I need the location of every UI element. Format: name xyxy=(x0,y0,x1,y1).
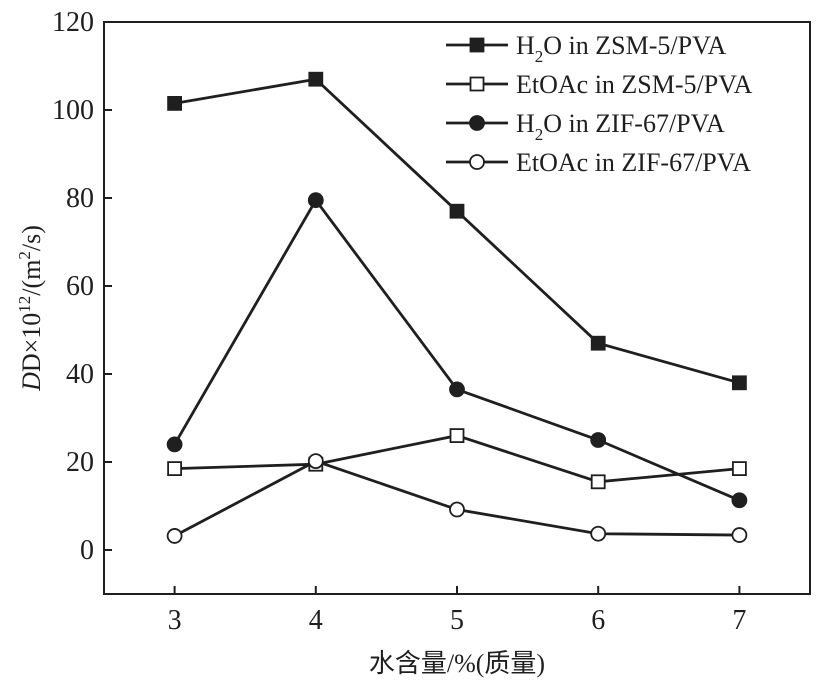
legend-label: EtOAc in ZIF-67/PVA xyxy=(516,148,751,177)
y-label-unit-prefix: /(m xyxy=(17,260,46,296)
x-tick-label: 4 xyxy=(309,605,323,636)
y-tick-label: 20 xyxy=(66,447,94,478)
data-point xyxy=(167,96,183,111)
legend-item: H2O in ZSM-5/PVA xyxy=(446,31,727,66)
data-point xyxy=(307,192,324,209)
data-point xyxy=(308,71,324,87)
data-point xyxy=(590,335,606,351)
data-point xyxy=(590,474,606,490)
series-layer xyxy=(166,71,748,544)
y-label-unit-exponent: 2 xyxy=(15,251,34,260)
data-point xyxy=(590,525,607,542)
legend-marker xyxy=(469,37,485,53)
data-point xyxy=(732,375,747,391)
y-label-unit-suffix: /s) xyxy=(17,225,46,251)
y-label-symbol: D xyxy=(17,372,46,392)
data-point xyxy=(731,492,748,509)
legend-item: EtOAc in ZSM-5/PVA xyxy=(446,70,753,99)
legend-marker xyxy=(469,76,485,92)
x-tick-label: 5 xyxy=(450,605,464,636)
data-point xyxy=(307,453,324,470)
legend-marker xyxy=(469,115,485,131)
data-point xyxy=(449,501,465,518)
legend-label: EtOAc in ZSM-5/PVA xyxy=(516,70,753,99)
series-4 xyxy=(166,453,748,544)
legend-item: H2O in ZIF-67/PVA xyxy=(446,109,725,144)
data-point xyxy=(731,527,748,543)
y-tick-label: 0 xyxy=(80,535,94,566)
x-axis-ticks: 3 4 5 6 7 xyxy=(168,586,746,636)
x-tick-label: 3 xyxy=(168,605,182,636)
series-line xyxy=(173,459,740,538)
x-tick-label: 6 xyxy=(591,605,605,636)
data-point xyxy=(590,432,607,448)
y-label-main: D×10 xyxy=(17,313,46,372)
legend: H2O in ZSM-5/PVA EtOAc in ZSM-5/PVA H2O in… xyxy=(446,31,753,177)
data-point xyxy=(449,203,465,219)
data-point xyxy=(449,381,465,398)
data-point xyxy=(166,528,183,544)
y-tick-label: 60 xyxy=(66,271,94,302)
data-point xyxy=(166,436,183,453)
legend-item: EtOAc in ZIF-67/PVA xyxy=(446,148,751,177)
x-axis-label: 水含量/%(质量) xyxy=(369,649,545,678)
y-axis-label: DD×1012/(m2/s) xyxy=(15,225,46,392)
x-tick-label: 7 xyxy=(732,605,746,636)
legend-marker xyxy=(469,154,485,170)
series-line xyxy=(173,197,740,502)
legend-label: H2O in ZSM-5/PVA xyxy=(516,31,727,66)
y-tick-label: 40 xyxy=(66,359,94,390)
legend-label: H2O in ZIF-67/PVA xyxy=(516,109,725,144)
series-1 xyxy=(167,71,747,391)
data-point xyxy=(167,461,183,477)
y-axis-ticks: 0 20 40 60 80 100 120 xyxy=(52,7,112,566)
series-3 xyxy=(166,192,748,509)
y-label-exponent: 12 xyxy=(15,296,34,313)
y-tick-label: 100 xyxy=(52,95,94,126)
y-tick-label: 120 xyxy=(52,7,94,38)
data-point xyxy=(449,428,465,444)
y-tick-label: 80 xyxy=(66,183,94,214)
series-2 xyxy=(167,428,747,490)
data-point xyxy=(732,461,747,477)
